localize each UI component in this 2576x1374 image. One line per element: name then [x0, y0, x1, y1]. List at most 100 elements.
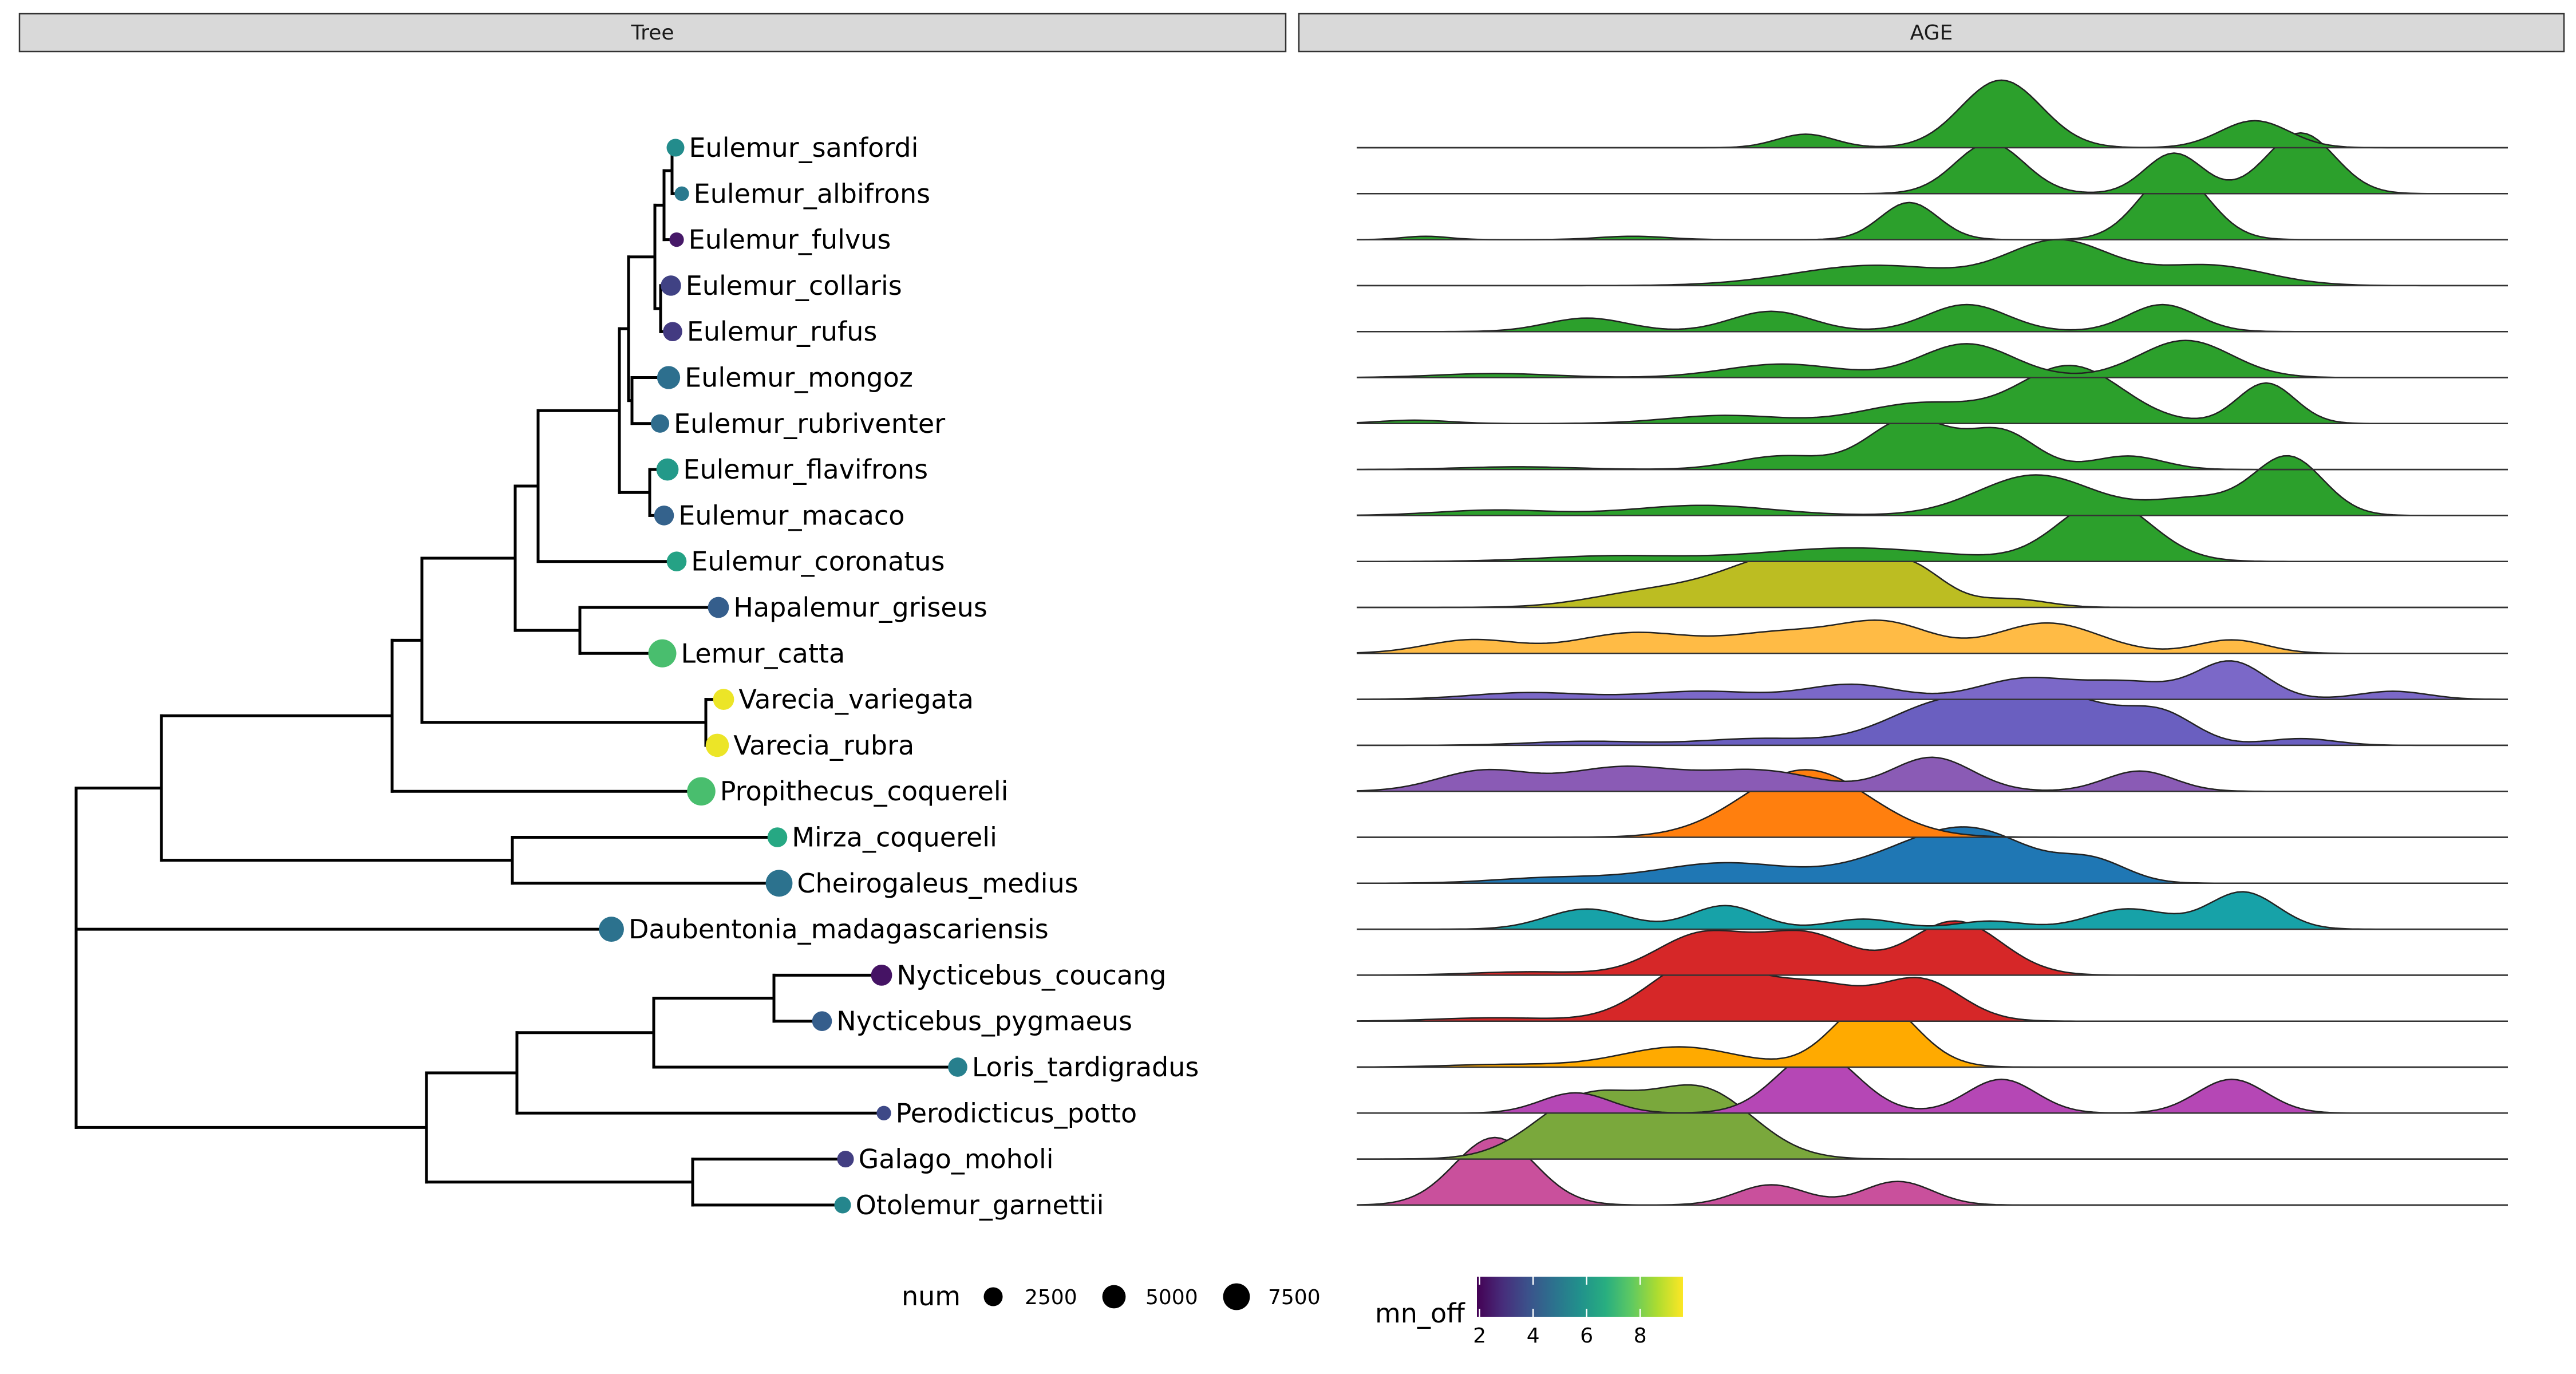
density-area: [1357, 456, 2508, 516]
color-legend-title: mn_off: [1375, 1298, 1465, 1329]
ridge-row: [1356, 1136, 2508, 1206]
ridge-row: [1356, 339, 2508, 378]
tip-point: [713, 689, 734, 710]
colorbar-tick-label: 4: [1527, 1324, 1540, 1348]
density-area: [1357, 690, 2508, 745]
tip-point: [674, 186, 689, 201]
density-area: [1357, 661, 2508, 700]
ridge-row: [1357, 891, 2508, 930]
tip-labels: Eulemur_sanfordi Eulemur_albifrons Eulemur…: [629, 132, 1199, 1221]
density-area: [1357, 340, 2508, 378]
ridge-row: [1357, 239, 2508, 287]
tip-label: Loris_tardigradus: [972, 1052, 1199, 1083]
tip-point: [767, 827, 788, 847]
ridge-row: [1357, 769, 2508, 838]
strip-tree-label: Tree: [630, 21, 674, 45]
tip-label: Eulemur_fulvus: [689, 224, 891, 255]
ridge-row: [1356, 660, 2508, 700]
tip-label: Eulemur_sanfordi: [689, 132, 918, 163]
density-area: [1357, 239, 2508, 286]
tip-point: [599, 917, 624, 942]
tip-point: [871, 965, 892, 986]
tip-point: [687, 777, 716, 806]
tip-label: Eulemur_collaris: [686, 270, 902, 301]
tip-label: Eulemur_coronatus: [691, 546, 945, 577]
tip-label: Cheirogaleus_medius: [797, 868, 1078, 899]
size-legend-label: 5000: [1145, 1286, 1198, 1309]
density-area: [1357, 305, 2508, 332]
strip-age-label: AGE: [1910, 21, 1953, 45]
tip-point: [765, 870, 793, 897]
density-area: [1357, 827, 2508, 883]
density-outline: [1357, 1051, 2508, 1114]
tip-point: [876, 1105, 891, 1120]
ridge-row: [1356, 455, 2508, 516]
colorbar-tick-label: 6: [1580, 1324, 1593, 1348]
density-area: [1357, 417, 2508, 470]
tip-point: [654, 506, 674, 526]
tip-point: [666, 551, 687, 571]
colorbar-ticks: 2 4 6 8: [1473, 1277, 1647, 1348]
density-outline: [1356, 455, 2508, 516]
density-area: [1357, 757, 2508, 792]
size-legend: num 2500 5000 7500: [902, 1281, 1321, 1312]
size-legend-keys: 2500 5000 7500: [983, 1283, 1321, 1310]
tip-label: Nycticebus_pygmaeus: [836, 1006, 1132, 1037]
density-area: [1357, 552, 2508, 607]
tip-point: [657, 366, 681, 389]
ridge-row: [1357, 1051, 2508, 1114]
tip-points: [599, 139, 967, 1214]
tip-label: Eulemur_flavifrons: [683, 454, 928, 485]
tip-point: [705, 733, 729, 757]
tree-edges: [74, 146, 959, 1207]
ridge-row: [1356, 756, 2508, 792]
tip-label: Propithecus_coquereli: [720, 776, 1009, 807]
tip-label: Eulemur_rufus: [687, 316, 878, 347]
tip-label: Eulemur_albifrons: [694, 178, 930, 209]
density-area: [1357, 1052, 2508, 1114]
tip-label: Eulemur_mongoz: [685, 362, 913, 393]
ridge-row: [1357, 171, 2508, 240]
tip-label: Lemur_catta: [681, 638, 845, 669]
strip-age: AGE: [1298, 13, 2565, 53]
ridgeline-densities: [1356, 79, 2508, 1206]
ridge-row: [1357, 499, 2508, 562]
tip-point: [669, 232, 684, 247]
tip-point: [648, 639, 677, 668]
tip-label: Hapalemur_griseus: [733, 592, 987, 623]
tip-label: Perodicticus_potto: [896, 1097, 1137, 1128]
ridge-row: [1357, 689, 2508, 747]
density-area: [1357, 80, 2508, 148]
size-legend-key: [1102, 1285, 1126, 1309]
ridge-row: [1356, 958, 2508, 1022]
size-legend-label: 2500: [1025, 1286, 1077, 1309]
density-area: [1357, 921, 2508, 976]
density-area: [1357, 365, 2508, 424]
tip-point: [650, 414, 670, 433]
colorbar-tick-label: 8: [1634, 1324, 1647, 1348]
tip-point: [837, 1151, 854, 1168]
density-area: [1357, 620, 2508, 654]
density-area: [1357, 172, 2508, 240]
density-area: [1357, 891, 2508, 930]
tip-label: Varecia_variegata: [738, 684, 974, 715]
density-area: [1357, 958, 2508, 1021]
density-outline: [1356, 660, 2508, 700]
tip-label: Mirza_coquereli: [792, 822, 997, 853]
ridge-row: [1357, 998, 2508, 1068]
tip-label: Otolemur_garnettii: [856, 1190, 1104, 1221]
size-legend-label: 7500: [1268, 1286, 1321, 1309]
tip-point: [661, 275, 681, 296]
tip-label: Eulemur_rubriventer: [674, 408, 945, 439]
tip-point: [812, 1011, 832, 1031]
ridge-row: [1357, 552, 2508, 609]
ridge-row: [1357, 1084, 2508, 1160]
tip-point: [656, 458, 679, 481]
strip-tree: Tree: [18, 13, 1287, 53]
colorbar: [1477, 1277, 1683, 1317]
tip-point: [948, 1057, 967, 1077]
tip-label: Varecia_rubra: [733, 730, 914, 761]
density-area: [1357, 1137, 2508, 1205]
density-outline: [1357, 689, 2508, 747]
